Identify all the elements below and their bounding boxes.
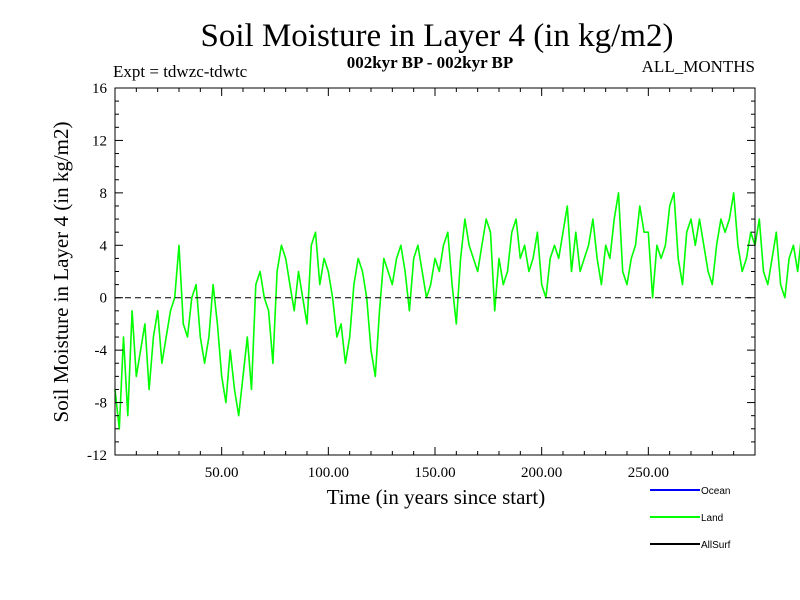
y-tick-label: -12 [87,448,107,464]
y-tick-label: 0 [100,291,108,307]
experiment-label: Expt = tdwzc-tdwtc [113,62,248,81]
legend: Ocean Land AllSurf [650,486,731,551]
y-tick-label: -4 [95,343,108,359]
x-tick-label: 250.00 [628,465,669,481]
legend-label-allsurf: AllSurf [701,540,731,551]
legend-label-ocean: Ocean [701,486,730,497]
y-tick-label: -8 [95,396,108,412]
plot-area: 50.00 100.00 150.00 200.00 250.00 16 12 8 4 0 -4 -8… [87,81,800,481]
months-label: ALL_MONTHS [642,57,755,76]
y-tick-label: 12 [92,133,107,149]
x-tick-label: 100.00 [308,465,349,481]
x-tick-label: 200.00 [521,465,562,481]
y-tick-label: 16 [92,81,108,97]
legend-label-land: Land [701,513,723,524]
x-axis-label: Time (in years since start) [327,485,546,509]
y-tick-label: 8 [100,186,108,202]
x-tick-label: 50.00 [205,465,239,481]
x-tick-label: 150.00 [414,465,455,481]
y-axis-label: Soil Moisture in Layer 4 (in kg/m2) [49,122,73,423]
plot-frame [114,87,756,456]
y-tick-label: 4 [100,238,108,254]
period-label: 002kyr BP - 002kyr BP [347,53,514,72]
chart-title: Soil Moisture in Layer 4 (in kg/m2) [201,18,674,54]
series-line-land [114,192,800,430]
